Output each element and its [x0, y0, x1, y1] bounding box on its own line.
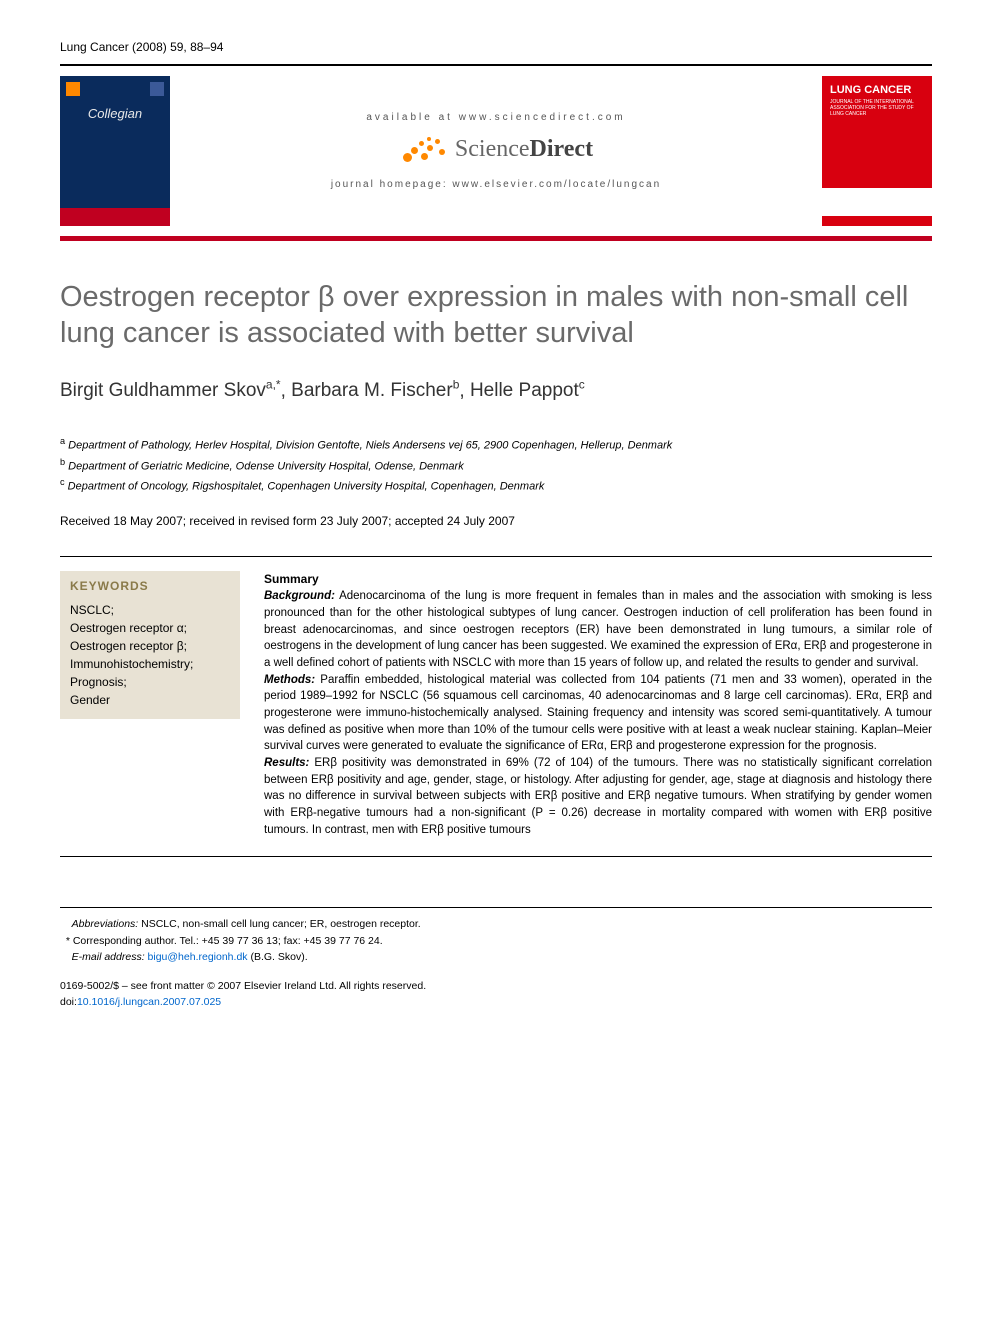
cover-badge-icon	[150, 82, 164, 96]
left-cover-title: Collegian	[88, 106, 142, 121]
keywords-heading: KEYWORDS	[70, 579, 230, 593]
section-label: Results:	[264, 757, 309, 769]
keywords-list: NSCLC; Oestrogen receptor α; Oestrogen r…	[60, 601, 240, 719]
summary-column: Summary Background: Adenocarcinoma of th…	[264, 571, 932, 838]
journal-header: Collegian available at www.sciencedirect…	[60, 64, 932, 241]
left-journal-cover: Collegian	[60, 76, 170, 226]
affil-sup: c	[60, 477, 65, 487]
affiliations: a Department of Pathology, Herlev Hospit…	[60, 434, 932, 496]
footnotes: Abbreviations: NSCLC, non-small cell lun…	[60, 907, 932, 965]
section-label: Methods:	[264, 674, 315, 686]
author-list: Birgit Guldhammer Skova,*, Barbara M. Fi…	[60, 378, 932, 402]
email-line: E-mail address: bigu@heh.regionh.dk (B.G…	[60, 949, 932, 965]
email-link[interactable]: bigu@heh.regionh.dk	[148, 951, 248, 963]
author-affil-sup: b	[453, 378, 460, 392]
section-text: ERβ positivity was demonstrated in 69% (…	[264, 757, 932, 836]
doi-line: doi:10.1016/j.lungcan.2007.07.025	[60, 995, 932, 1011]
elsevier-tree-icon	[66, 82, 80, 96]
doi-label: doi:	[60, 996, 77, 1008]
author: Helle Pappotc	[470, 380, 585, 401]
journal-homepage-text: journal homepage: www.elsevier.com/locat…	[331, 179, 661, 190]
right-journal-cover: LUNG CANCER JOURNAL OF THE INTERNATIONAL…	[822, 76, 932, 226]
issn-line: 0169-5002/$ – see front matter © 2007 El…	[60, 979, 932, 995]
right-cover-subtitle: JOURNAL OF THE INTERNATIONAL ASSOCIATION…	[830, 99, 924, 117]
keywords-column: KEYWORDS NSCLC; Oestrogen receptor α; Oe…	[60, 571, 240, 838]
affil-sup: a	[60, 436, 65, 446]
available-text: available at www.sciencedirect.com	[366, 112, 625, 123]
author-affil-sup: a,*	[266, 378, 281, 392]
abbrev-label: Abbreviations:	[72, 918, 139, 930]
summary-results: Results: ERβ positivity was demonstrated…	[264, 755, 932, 838]
header-center: available at www.sciencedirect.com Scien…	[178, 66, 814, 236]
article-dates: Received 18 May 2007; received in revise…	[60, 514, 932, 528]
sd-text-bold: Direct	[530, 136, 594, 162]
sd-text-light: Science	[455, 136, 530, 162]
abstract-block: KEYWORDS NSCLC; Oestrogen receptor α; Oe…	[60, 556, 932, 857]
right-cover-title: LUNG CANCER	[830, 84, 924, 96]
affiliation: b Department of Geriatric Medicine, Oden…	[60, 455, 932, 476]
author-name: Birgit Guldhammer Skov	[60, 380, 266, 401]
author-affil-sup: c	[579, 378, 585, 392]
corresponding-author: * Corresponding author. Tel.: +45 39 77 …	[60, 933, 932, 949]
summary-background: Background: Adenocarcinoma of the lung i…	[264, 588, 932, 671]
doi-link[interactable]: 10.1016/j.lungcan.2007.07.025	[77, 996, 221, 1008]
section-text: Paraffin embedded, histological material…	[264, 674, 932, 753]
journal-reference: Lung Cancer (2008) 59, 88–94	[60, 40, 932, 54]
copyright-block: 0169-5002/$ – see front matter © 2007 El…	[60, 979, 932, 1011]
corresponding-text: * Corresponding author. Tel.: +45 39 77 …	[66, 935, 383, 947]
article-title: Oestrogen receptor β over expression in …	[60, 279, 932, 352]
email-who: (B.G. Skov).	[248, 951, 308, 963]
author: Barbara M. Fischerb	[291, 380, 459, 401]
abbrev-text: NSCLC, non-small cell lung cancer; ER, o…	[138, 918, 420, 930]
affil-text: Department of Geriatric Medicine, Odense…	[68, 460, 464, 472]
summary-methods: Methods: Paraffin embedded, histological…	[264, 672, 932, 755]
affil-sup: b	[60, 457, 65, 467]
sciencedirect-wordmark: ScienceDirect	[455, 136, 593, 163]
cover-white-band	[822, 188, 932, 216]
affiliation: a Department of Pathology, Herlev Hospit…	[60, 434, 932, 455]
affil-text: Department of Pathology, Herlev Hospital…	[68, 439, 672, 451]
sciencedirect-dots-icon	[399, 135, 447, 163]
section-label: Background:	[264, 590, 335, 602]
abbreviations-line: Abbreviations: NSCLC, non-small cell lun…	[60, 916, 932, 932]
section-text: Adenocarcinoma of the lung is more frequ…	[264, 590, 932, 669]
author-name: Helle Pappot	[470, 380, 579, 401]
sciencedirect-logo: ScienceDirect	[399, 135, 593, 163]
summary-heading: Summary	[264, 571, 932, 588]
cover-strip	[60, 208, 170, 226]
email-label: E-mail address:	[72, 951, 145, 963]
author: Birgit Guldhammer Skova,*	[60, 380, 281, 401]
author-name: Barbara M. Fischer	[291, 380, 453, 401]
affil-text: Department of Oncology, Rigshospitalet, …	[68, 481, 545, 493]
keywords-box: KEYWORDS	[60, 571, 240, 601]
affiliation: c Department of Oncology, Rigshospitalet…	[60, 475, 932, 496]
